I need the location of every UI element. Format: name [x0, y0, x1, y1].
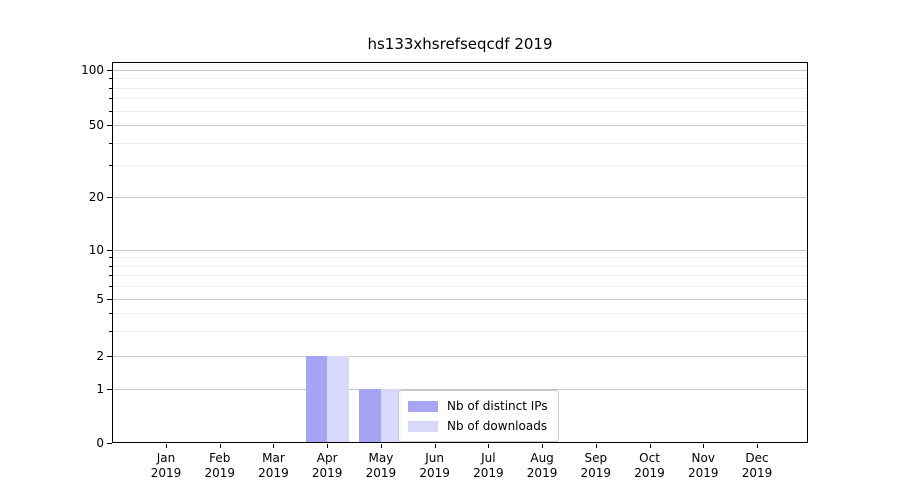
legend-swatch-distinct-ips — [408, 400, 438, 412]
y-tick-label: 10 — [88, 243, 104, 257]
major-gridline — [113, 388, 807, 390]
x-tick — [327, 444, 329, 448]
major-gridline — [113, 299, 807, 300]
x-tick — [219, 444, 221, 448]
y-major-tick — [107, 70, 112, 71]
legend-item-distinct-ips: Nb of distinct IPs — [408, 396, 548, 416]
y-major-tick — [107, 299, 112, 300]
x-tick-label: Mar 2019 — [250, 451, 296, 481]
y-major-tick — [107, 356, 112, 357]
y-minor-tick — [109, 142, 112, 144]
x-tick-label: Feb 2019 — [197, 451, 243, 481]
x-tick-year: 2019 — [526, 466, 558, 480]
minor-gridline — [113, 98, 807, 100]
x-tick-year: 2019 — [419, 466, 450, 480]
x-tick-label: Aug 2019 — [519, 451, 565, 481]
y-minor-tick — [109, 110, 112, 112]
minor-gridline — [113, 142, 807, 144]
x-tick — [703, 444, 705, 448]
minor-gridline — [113, 286, 807, 288]
major-gridline — [113, 250, 807, 251]
major-gridline — [113, 70, 807, 71]
y-tick-label: 5 — [96, 292, 104, 306]
x-tick-label: Dec 2019 — [734, 451, 780, 481]
x-tick — [595, 444, 597, 448]
minor-gridline — [113, 165, 807, 167]
minor-gridline — [113, 257, 807, 259]
x-tick-label: Nov 2019 — [680, 451, 726, 481]
x-tick-year: 2019 — [634, 466, 665, 480]
legend-item-downloads: Nb of downloads — [408, 416, 548, 436]
x-tick-year: 2019 — [687, 466, 719, 480]
minor-gridline — [113, 110, 807, 112]
y-minor-tick — [109, 78, 112, 80]
major-gridline — [113, 125, 807, 126]
x-tick — [757, 444, 758, 448]
y-tick-label: 0 — [96, 436, 104, 450]
y-major-tick — [107, 125, 112, 126]
y-minor-tick — [109, 275, 112, 277]
y-major-tick — [107, 197, 112, 198]
y-minor-tick — [109, 98, 112, 100]
minor-gridline — [113, 330, 807, 332]
x-tick — [380, 444, 382, 448]
y-tick-label: 50 — [88, 118, 104, 132]
minor-gridline — [113, 78, 807, 80]
x-tick-label: Oct 2019 — [627, 451, 673, 481]
legend-swatch-downloads — [408, 420, 438, 432]
plot-border — [112, 62, 808, 443]
legend: Nb of distinct IPs Nb of downloads — [398, 390, 559, 442]
y-minor-tick — [109, 312, 112, 314]
minor-gridline — [113, 312, 807, 314]
y-minor-tick — [109, 87, 112, 89]
x-tick — [166, 444, 167, 448]
y-tick-label: 100 — [81, 63, 104, 77]
x-tick-year: 2019 — [580, 466, 612, 480]
x-tick-label: Apr 2019 — [304, 451, 350, 481]
x-tick — [434, 444, 436, 448]
legend-label-distinct-ips: Nb of distinct IPs — [447, 399, 548, 413]
y-minor-tick — [109, 330, 112, 332]
x-tick — [488, 444, 490, 448]
bar-apr-s1 — [327, 356, 349, 443]
bar-apr-s0 — [305, 356, 328, 443]
x-tick — [649, 444, 651, 448]
x-tick-year: 2019 — [311, 466, 343, 480]
minor-gridline — [113, 275, 807, 277]
x-tick-year: 2019 — [150, 466, 182, 480]
minor-gridline — [113, 87, 807, 89]
x-tick-year: 2019 — [741, 466, 773, 480]
legend-label-downloads: Nb of downloads — [447, 419, 548, 433]
y-minor-tick — [109, 257, 112, 259]
y-tick-label: 1 — [96, 381, 104, 396]
major-gridline — [113, 356, 807, 357]
y-major-tick — [107, 250, 112, 251]
x-tick-year: 2019 — [365, 466, 397, 480]
x-tick-label: Jul 2019 — [465, 451, 511, 481]
minor-gridline — [113, 265, 807, 267]
bar-may-s0 — [359, 388, 381, 443]
y-minor-tick — [109, 286, 112, 288]
x-tick-year: 2019 — [204, 466, 235, 480]
x-tick-label: May 2019 — [358, 451, 404, 481]
y-minor-tick — [109, 265, 112, 267]
y-major-tick — [107, 388, 112, 390]
bar-may-s1 — [380, 388, 403, 443]
x-tick-label: Sep 2019 — [573, 451, 619, 481]
x-tick-label: Jun 2019 — [412, 451, 458, 481]
major-gridline — [113, 197, 807, 198]
y-tick-label: 20 — [88, 190, 104, 204]
x-tick-year: 2019 — [258, 466, 289, 480]
y-major-tick — [107, 443, 112, 444]
chart-title: hs133xhsrefseqcdf 2019 — [367, 35, 553, 53]
x-tick — [542, 444, 544, 448]
y-tick-label: 2 — [96, 349, 104, 363]
x-tick-label: Jan 2019 — [143, 451, 189, 481]
x-tick — [273, 444, 275, 448]
y-minor-tick — [109, 165, 112, 167]
x-tick-year: 2019 — [473, 466, 504, 480]
